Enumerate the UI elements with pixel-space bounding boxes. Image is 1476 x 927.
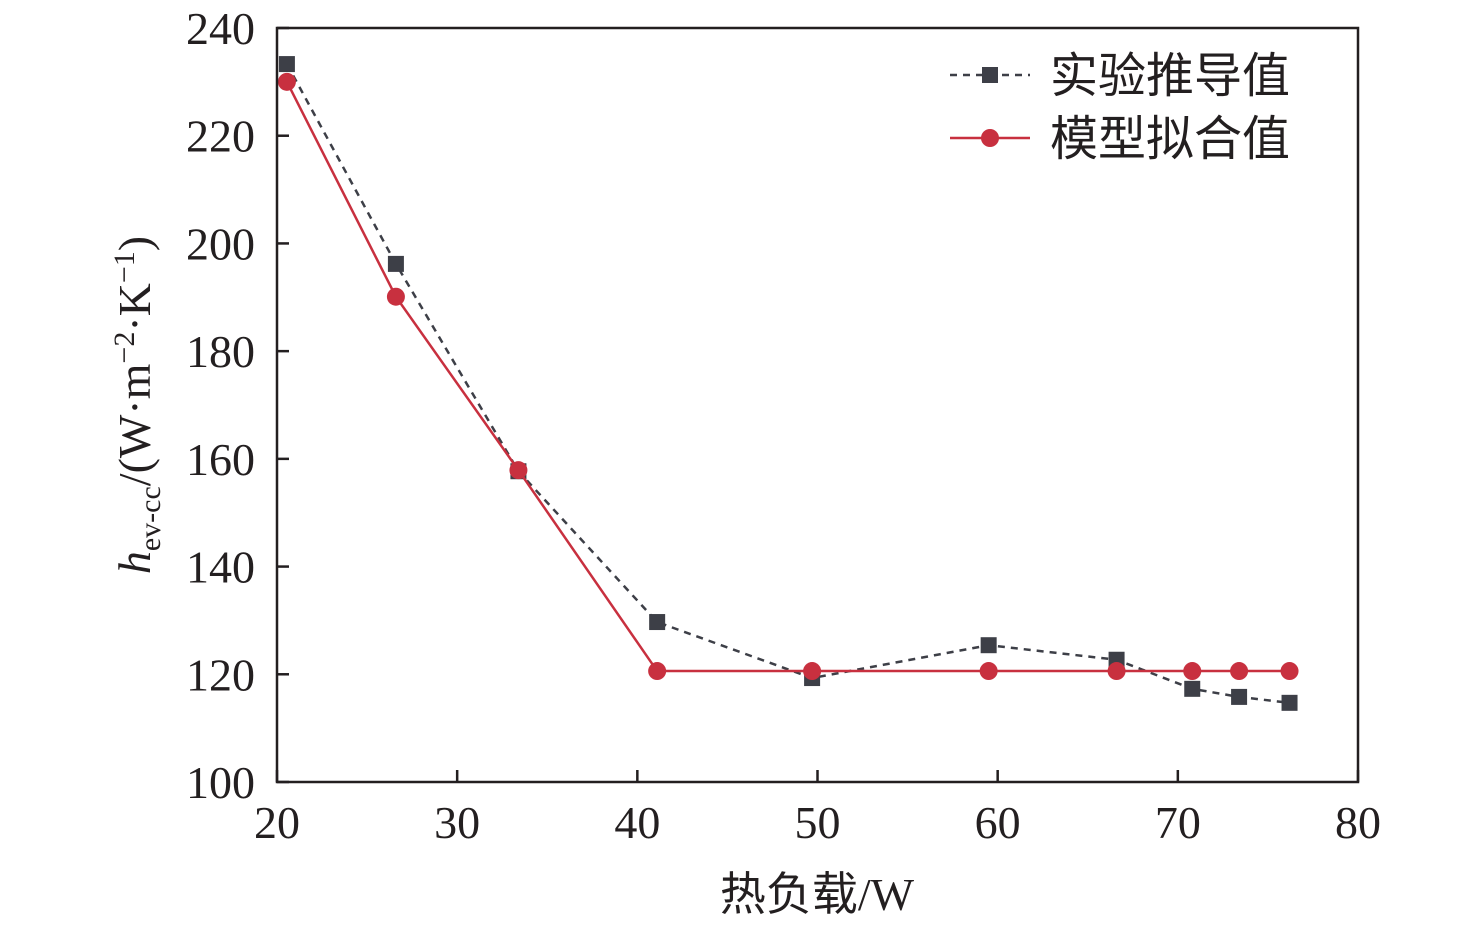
x-tick-label: 40 bbox=[614, 797, 660, 848]
y-label-unit-prefix: /(W·m bbox=[109, 363, 160, 486]
data-point bbox=[1280, 662, 1299, 681]
series-line bbox=[285, 81, 1290, 673]
data-point bbox=[386, 287, 405, 306]
y-label-sub: ev-cc bbox=[134, 486, 167, 551]
y-tick-label: 200 bbox=[186, 218, 255, 269]
legend-label: 实验推导值 bbox=[1050, 50, 1290, 103]
x-tick-label: 50 bbox=[795, 797, 841, 848]
y-label-exp2: −1 bbox=[108, 251, 141, 283]
x-tick-label: 60 bbox=[975, 797, 1021, 848]
y-tick-label: 220 bbox=[186, 111, 255, 162]
data-point bbox=[803, 662, 822, 681]
y-axis-label: hev-cc/(W·m−2·K−1) bbox=[108, 236, 167, 574]
data-point bbox=[1183, 662, 1202, 681]
legend-marker bbox=[982, 67, 998, 83]
legend-marker bbox=[981, 129, 999, 147]
data-point bbox=[649, 614, 666, 631]
data-point bbox=[277, 72, 296, 91]
data-point bbox=[1107, 662, 1126, 681]
y-label-exp1: −2 bbox=[108, 332, 141, 364]
x-tick-label: 70 bbox=[1155, 797, 1201, 848]
y-label-main: h bbox=[109, 551, 160, 574]
y-tick-label: 120 bbox=[186, 649, 255, 700]
data-point bbox=[278, 56, 295, 73]
data-point bbox=[980, 637, 997, 654]
x-axis-label: 热负载/W bbox=[720, 869, 915, 920]
x-tick-label: 80 bbox=[1335, 797, 1381, 848]
data-point bbox=[387, 255, 404, 272]
plot-frame bbox=[275, 26, 1360, 784]
y-tick-label: 100 bbox=[186, 757, 255, 808]
data-point bbox=[1231, 688, 1248, 705]
data-point bbox=[648, 662, 667, 681]
data-point bbox=[1230, 662, 1249, 681]
y-label-mid: ·K bbox=[109, 283, 160, 332]
y-tick-label: 140 bbox=[186, 542, 255, 593]
data-point bbox=[1281, 694, 1298, 711]
y-tick-label: 240 bbox=[186, 3, 255, 54]
data-point bbox=[509, 461, 528, 480]
x-tick-label: 20 bbox=[254, 797, 300, 848]
x-tick-label: 30 bbox=[434, 797, 480, 848]
series-1 bbox=[277, 72, 1299, 681]
data-point bbox=[979, 662, 998, 681]
legend-label: 模型拟合值 bbox=[1050, 113, 1290, 166]
y-label-unit-suffix: ) bbox=[109, 236, 160, 251]
y-tick-label: 160 bbox=[186, 434, 255, 485]
y-tick-label: 180 bbox=[186, 326, 255, 377]
series-line bbox=[285, 63, 1290, 705]
data-point bbox=[1184, 680, 1201, 697]
